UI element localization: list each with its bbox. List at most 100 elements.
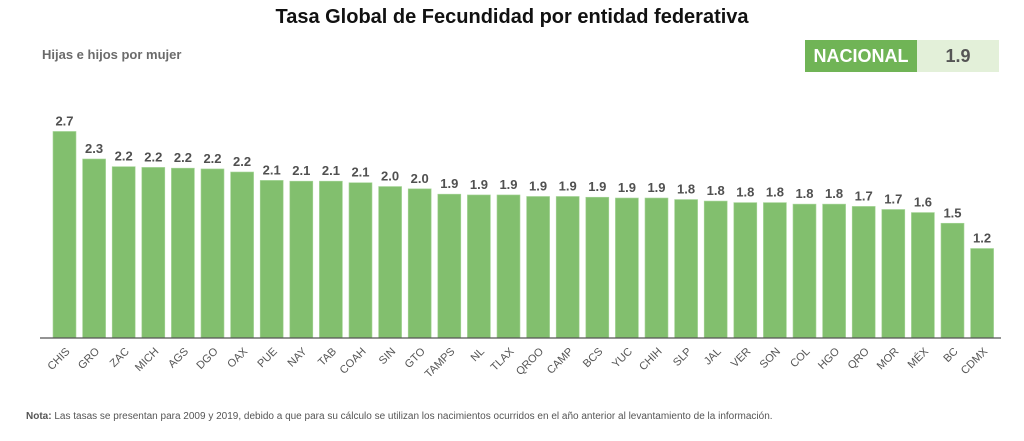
bar-coah bbox=[348, 182, 373, 339]
data-label-tlax: 1.9 bbox=[499, 177, 517, 192]
bar-nay bbox=[289, 180, 314, 339]
bar-bc bbox=[940, 222, 965, 339]
bar-chih bbox=[644, 197, 669, 339]
data-label-col: 1.8 bbox=[795, 186, 813, 201]
bar-gto bbox=[407, 188, 432, 339]
x-tick-label-jal: JAL bbox=[702, 346, 724, 368]
x-tick-label-pue: PUE bbox=[255, 346, 279, 370]
bar-méx bbox=[911, 212, 935, 339]
chart-title: Tasa Global de Fecundidad por entidad fe… bbox=[275, 6, 749, 28]
bar-sin bbox=[378, 186, 402, 339]
data-label-tamps: 1.9 bbox=[440, 176, 458, 191]
data-label-qroo: 1.9 bbox=[529, 178, 547, 193]
data-label-sin: 2.0 bbox=[381, 169, 399, 184]
x-tick-label-bcs: BCS bbox=[581, 346, 605, 370]
x-tick-label-ags: AGS bbox=[166, 346, 191, 371]
data-label-mich: 2.2 bbox=[144, 149, 162, 164]
x-tick-label-son: SON bbox=[758, 346, 783, 371]
bar-qro bbox=[851, 206, 876, 339]
data-label-son: 1.8 bbox=[766, 185, 784, 200]
data-label-camp: 1.9 bbox=[559, 178, 577, 193]
bar-mich bbox=[141, 167, 166, 339]
bar-hgo bbox=[822, 203, 846, 339]
data-label-slp: 1.8 bbox=[677, 182, 695, 197]
x-tick-label-tamps: TAMPS bbox=[423, 346, 458, 381]
x-tick-label-oax: OAX bbox=[225, 345, 250, 370]
x-tick-label-hgo: HGO bbox=[816, 345, 843, 372]
x-tick-label-sin: SIN bbox=[377, 346, 398, 367]
data-label-chis: 2.7 bbox=[55, 113, 73, 128]
data-label-dgo: 2.2 bbox=[203, 151, 221, 166]
footnote-prefix: Nota: bbox=[26, 411, 52, 422]
bar-tab bbox=[319, 180, 343, 339]
bar-bcs bbox=[585, 196, 610, 339]
x-tick-label-tab: TAB bbox=[316, 346, 339, 369]
bar-jal bbox=[703, 200, 728, 339]
x-tick-label-cdmx: CDMX bbox=[959, 345, 991, 377]
bar-son bbox=[763, 202, 787, 339]
bar-pue bbox=[259, 180, 284, 339]
data-label-ver: 1.8 bbox=[736, 185, 754, 200]
data-label-hgo: 1.8 bbox=[825, 186, 843, 201]
bar-col bbox=[792, 203, 817, 339]
x-tick-label-mor: MOR bbox=[875, 346, 902, 373]
x-tick-label-nl: NL bbox=[469, 346, 487, 364]
x-tick-label-nay: NAY bbox=[286, 345, 310, 369]
data-label-mor: 1.7 bbox=[884, 191, 902, 206]
bar-ags bbox=[171, 167, 195, 339]
data-label-bcs: 1.9 bbox=[588, 179, 606, 194]
data-label-coah: 2.1 bbox=[351, 165, 369, 180]
data-label-tab: 2.1 bbox=[322, 163, 340, 178]
x-tick-label-col: COL bbox=[788, 346, 812, 370]
data-label-oax: 2.2 bbox=[233, 154, 251, 169]
data-label-nay: 2.1 bbox=[292, 163, 310, 178]
x-tick-label-yuc: YUC bbox=[610, 346, 635, 371]
bar-gro bbox=[82, 158, 106, 339]
bar-chis bbox=[52, 131, 77, 339]
data-label-gro: 2.3 bbox=[85, 141, 103, 156]
x-tick-label-mich: MICH bbox=[133, 346, 161, 374]
data-label-ags: 2.2 bbox=[174, 150, 192, 165]
bar-cdmx bbox=[970, 248, 994, 339]
data-label-chih: 1.9 bbox=[647, 180, 665, 195]
bar-nl bbox=[467, 194, 491, 339]
national-badge: NACIONAL 1.9 bbox=[805, 40, 999, 72]
x-tick-label-bc: BC bbox=[941, 346, 960, 365]
bar-yuc bbox=[615, 197, 639, 339]
bar-zac bbox=[111, 166, 136, 339]
bar-camp bbox=[555, 196, 580, 339]
x-tick-label-slp: SLP bbox=[671, 346, 694, 369]
x-tick-label-chis: CHIS bbox=[46, 346, 73, 373]
data-label-nl: 1.9 bbox=[470, 177, 488, 192]
data-label-méx: 1.6 bbox=[914, 195, 932, 210]
data-label-pue: 2.1 bbox=[263, 162, 281, 177]
bar-tamps bbox=[437, 193, 462, 339]
x-tick-label-camp: CAMP bbox=[545, 346, 576, 377]
x-tick-label-dgo: DGO bbox=[194, 345, 221, 372]
footnote-text: Las tasas se presentan para 2009 y 2019,… bbox=[51, 411, 773, 422]
data-label-gto: 2.0 bbox=[411, 171, 429, 186]
data-label-yuc: 1.9 bbox=[618, 180, 636, 195]
x-tick-label-coah: COAH bbox=[338, 346, 369, 377]
bar-ver bbox=[733, 202, 758, 339]
x-tick-label-gro: GRO bbox=[76, 345, 103, 372]
x-tick-label-qro: QRO bbox=[846, 345, 873, 372]
x-tick-label-ver: VER bbox=[729, 346, 754, 371]
data-label-jal: 1.8 bbox=[707, 183, 725, 198]
data-label-cdmx: 1.2 bbox=[973, 230, 991, 245]
bar-dgo bbox=[200, 168, 225, 339]
bar-tlax bbox=[496, 194, 521, 339]
bar-qroo bbox=[526, 196, 550, 339]
data-label-qro: 1.7 bbox=[855, 188, 873, 203]
x-tick-label-gto: GTO bbox=[403, 345, 429, 371]
national-value: 1.9 bbox=[917, 40, 999, 72]
bar-mor bbox=[881, 209, 906, 339]
data-label-zac: 2.2 bbox=[115, 149, 133, 164]
x-tick-label-qroo: QROO bbox=[514, 345, 547, 378]
x-tick-label-chih: CHIH bbox=[637, 346, 665, 374]
x-tick-label-zac: ZAC bbox=[108, 346, 132, 370]
x-tick-label-méx: MÉX bbox=[905, 344, 932, 371]
footnote: Nota: Las tasas se presentan para 2009 y… bbox=[26, 411, 773, 422]
national-label: NACIONAL bbox=[805, 40, 917, 72]
